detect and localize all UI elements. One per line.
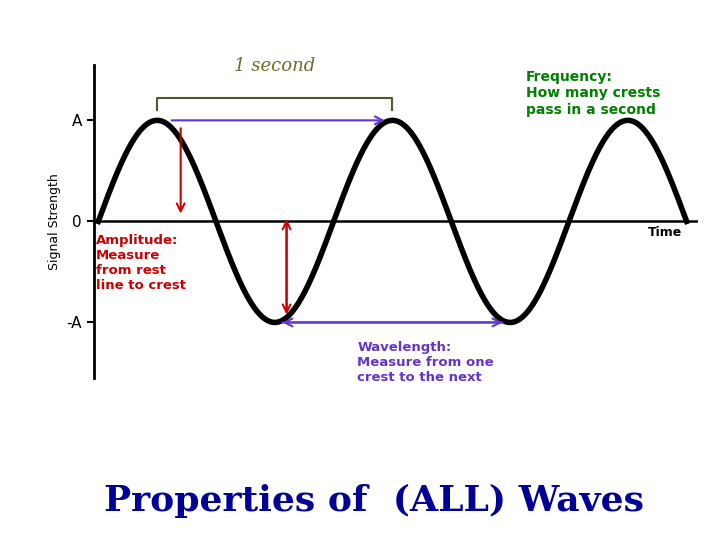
Text: Amplitude:
Measure
from rest
line to crest: Amplitude: Measure from rest line to cre… xyxy=(96,233,186,292)
Text: Properties of  (ALL) Waves: Properties of (ALL) Waves xyxy=(104,484,644,518)
Y-axis label: Signal Strength: Signal Strength xyxy=(48,173,60,270)
Text: Wavelength:
Measure from one
crest to the next: Wavelength: Measure from one crest to th… xyxy=(357,341,494,383)
Text: 1 second: 1 second xyxy=(234,57,315,75)
Text: Frequency:
How many crests
pass in a second: Frequency: How many crests pass in a sec… xyxy=(526,70,660,117)
Text: Time: Time xyxy=(648,226,682,239)
